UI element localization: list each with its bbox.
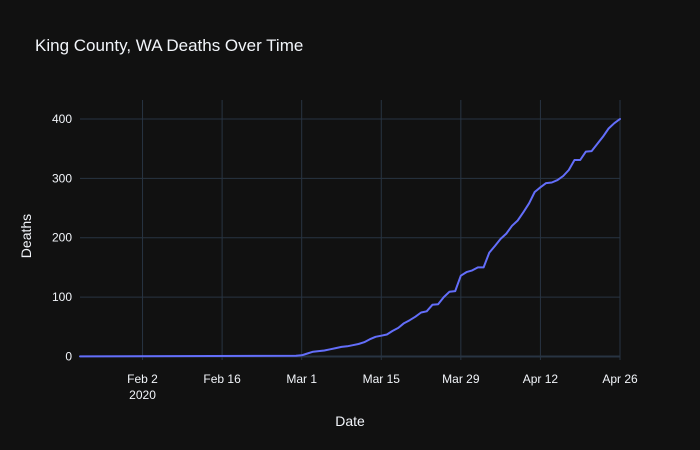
series-layer (79, 118, 621, 358)
y-tick-label: 300 (52, 171, 72, 185)
x-tick-label: Mar 1 (286, 372, 317, 386)
y-axis-title: Deaths (18, 214, 34, 258)
x-tick-label: Mar 29 (442, 372, 480, 386)
x-tick-label: Feb 16 (203, 372, 241, 386)
y-tick-label: 100 (52, 290, 72, 304)
y-tick-label: 0 (65, 349, 72, 363)
grid-lines (80, 100, 621, 360)
y-tick-label: 400 (52, 112, 72, 126)
y-tick-label: 200 (52, 231, 72, 245)
x-tick-label: Feb 2 (127, 372, 158, 386)
y-axis-ticks: 0 100 200 300 400 (52, 112, 72, 363)
x-tick-label: Apr 12 (523, 372, 559, 386)
chart-title: King County, WA Deaths Over Time (35, 36, 303, 55)
x-tick-label: Apr 26 (602, 372, 638, 386)
x-axis-ticks: Feb 2 2020 Feb 16 Mar 1 Mar 15 Mar 29 Apr 12 Ap… (127, 372, 638, 402)
deaths-series-line (79, 118, 621, 358)
x-tick-label: Mar 15 (363, 372, 401, 386)
x-axis-title: Date (335, 413, 365, 429)
x-tick-year-label: 2020 (129, 388, 156, 402)
